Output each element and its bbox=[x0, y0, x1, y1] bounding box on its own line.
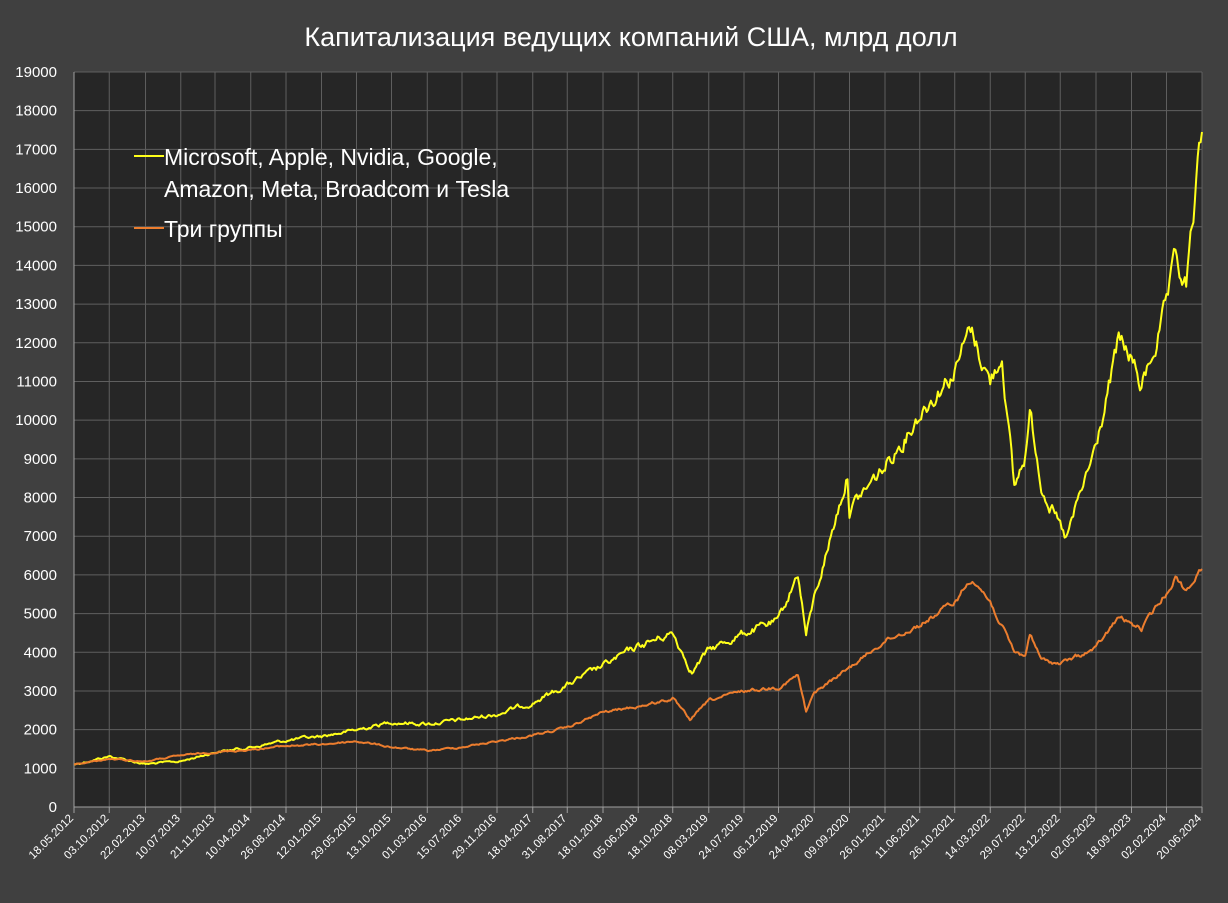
legend-label: Microsoft, Apple, Nvidia, Google, bbox=[164, 144, 498, 170]
y-tick-label: 13000 bbox=[15, 296, 57, 313]
y-tick-label: 14000 bbox=[15, 257, 57, 274]
y-tick-label: 19000 bbox=[15, 64, 57, 81]
series-line-2 bbox=[73, 568, 1203, 766]
y-tick-label: 4000 bbox=[24, 644, 57, 661]
axes bbox=[73, 72, 1203, 813]
y-tick-label: 10000 bbox=[15, 412, 57, 429]
legend: Microsoft, Apple, Nvidia, Google, Amazon,… bbox=[134, 144, 509, 242]
y-tick-label: 15000 bbox=[15, 219, 57, 236]
y-tick-label: 0 bbox=[49, 799, 57, 816]
y-tick-label: 1000 bbox=[24, 760, 57, 777]
y-tick-label: 3000 bbox=[24, 683, 57, 700]
y-tick-label: 9000 bbox=[24, 451, 57, 468]
chart-title: Капитализация ведущих компаний США, млрд… bbox=[304, 22, 957, 52]
y-tick-label: 8000 bbox=[24, 490, 57, 507]
y-tick-label: 5000 bbox=[24, 606, 57, 623]
series-line-1 bbox=[74, 131, 1203, 766]
y-tick-label: 7000 bbox=[24, 528, 57, 545]
gridlines bbox=[73, 71, 1203, 807]
y-tick-label: 2000 bbox=[24, 722, 57, 739]
y-tick-label: 12000 bbox=[15, 335, 57, 352]
y-axis-tick-labels: 0 1000 2000 3000 4000 5000 6000 7000 8000 9000 100… bbox=[15, 64, 57, 816]
y-tick-label: 16000 bbox=[15, 180, 57, 197]
legend-label: Amazon, Meta, Broadcom и Tesla bbox=[164, 176, 509, 202]
y-tick-label: 17000 bbox=[15, 141, 57, 158]
y-tick-label: 6000 bbox=[24, 567, 57, 584]
legend-label: Три группы bbox=[164, 216, 283, 242]
y-tick-label: 18000 bbox=[15, 103, 57, 120]
series-lines bbox=[73, 131, 1203, 766]
y-tick-label: 11000 bbox=[16, 373, 57, 390]
